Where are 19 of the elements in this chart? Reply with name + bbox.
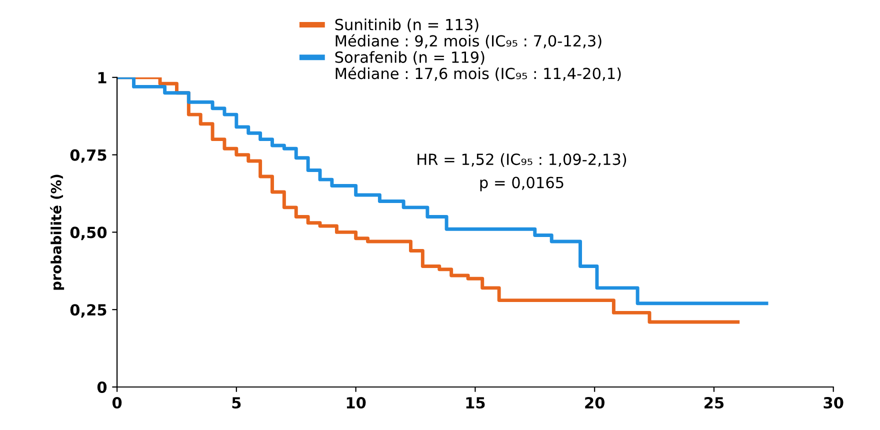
x-tick-label: 30 [824,396,844,409]
annotation: p = 0,0165 [480,176,564,192]
legend-label: Sunitinib (n = 113) [335,18,478,32]
y-tick-label: 0 [97,381,107,394]
text: Médiane : 9,2 mois (IC₉₅ : 7,0-12,3) [336,34,602,48]
y-tick-label: 0,75 [70,149,106,163]
x-tick-label: 20 [585,396,604,409]
x-tick-label: 15 [466,397,485,409]
y-tick-label: 0,25 [70,304,106,318]
y-tick-label: 1 [98,72,106,84]
x-tick-label: 10 [346,396,366,409]
y-axis-title: probabilité (%) [50,174,64,290]
x-tick-label: 5 [232,397,241,409]
x-tick-label: 25 [704,396,724,409]
annotation: Médiane : 17,6 mois (IC₉₅ : 11,4-20,1) [336,66,621,82]
legend-label: Sorafenib (n = 119) [335,51,484,65]
x-tick-label: 0 [112,396,122,409]
annotation: HR = 1,52 (IC₉₅ : 1,09-2,13) [418,153,626,167]
y-tick-label: 0,50 [70,226,107,240]
